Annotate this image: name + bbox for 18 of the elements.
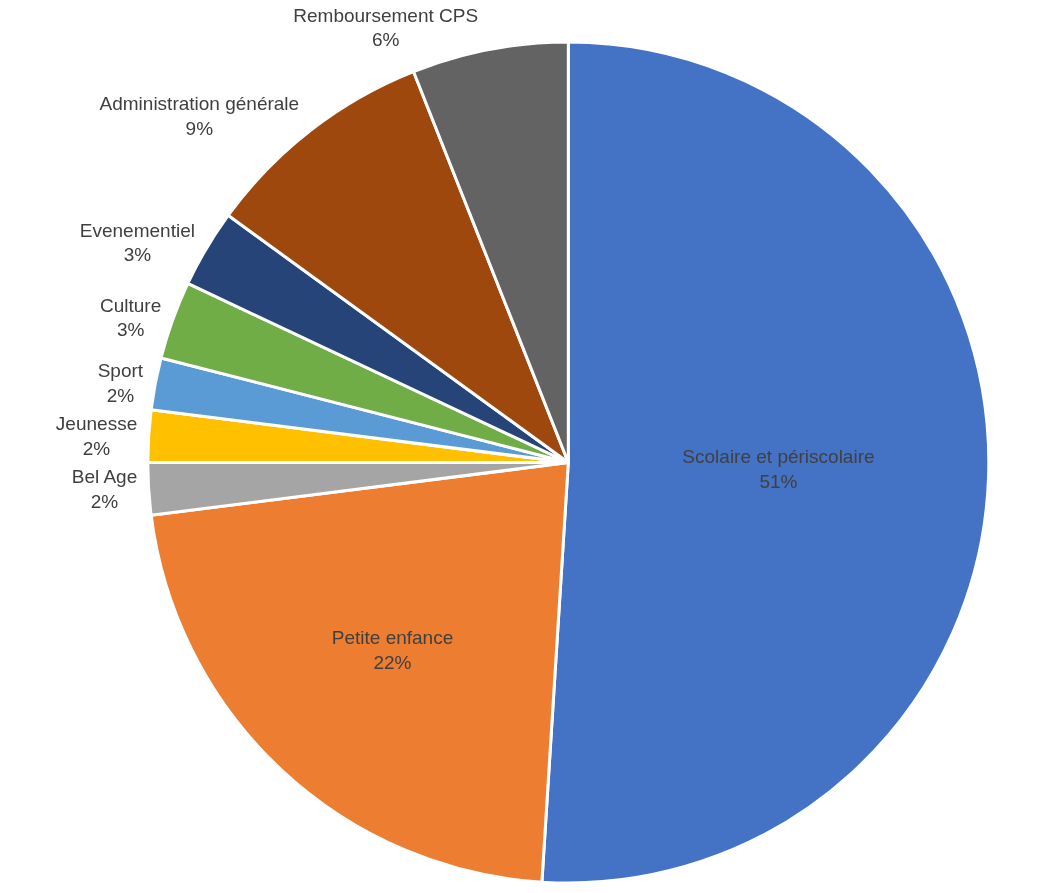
data-label: 6%: [371, 29, 400, 51]
slice-label: Bel Age: [71, 466, 138, 488]
data-label: 2%: [106, 384, 135, 406]
slice-label: Jeunesse: [55, 413, 138, 435]
slice-label: Sport: [97, 360, 144, 382]
slice-label: Culture: [99, 294, 162, 316]
slice-label: Administration générale: [99, 93, 300, 115]
data-label: 51%: [759, 470, 798, 492]
data-label: 9%: [185, 117, 214, 139]
slice-label: Scolaire et périscolaire: [682, 446, 875, 468]
data-label: 2%: [90, 490, 119, 512]
data-label: 3%: [116, 319, 145, 341]
data-label: 2%: [82, 437, 111, 459]
slice-label: Petite enfance: [331, 626, 454, 648]
slice-label: Evenementiel: [79, 219, 195, 241]
data-label: 3%: [123, 244, 152, 266]
data-label: 22%: [373, 651, 412, 673]
slice-label: Remboursement CPS: [293, 4, 479, 26]
